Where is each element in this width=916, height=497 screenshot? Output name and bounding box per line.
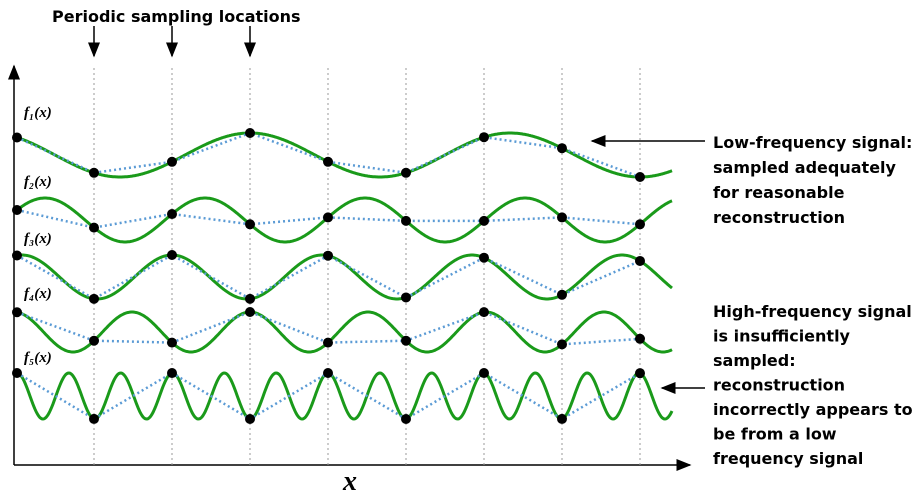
annotation: incorrectly appears to	[713, 400, 913, 419]
signal-label: f₄(x)	[24, 286, 52, 302]
signal-curve	[16, 196, 673, 244]
sample-point	[89, 413, 99, 424]
annotation: frequency signal	[713, 449, 863, 468]
sample-point	[323, 156, 333, 167]
sample-point	[323, 337, 333, 348]
annotation: Low-frequency signal:	[713, 133, 912, 152]
sample-point	[635, 219, 645, 230]
sample-point	[245, 128, 255, 138]
sample-point	[89, 293, 99, 304]
sample-point	[12, 132, 22, 143]
annotation: reconstruction	[713, 208, 845, 227]
sample-point	[245, 219, 255, 230]
sample-point	[167, 209, 177, 220]
sample-point	[401, 167, 411, 178]
sample-point	[557, 143, 567, 154]
signal-label: f₂(x)	[24, 174, 52, 190]
annotation: for reasonable	[713, 183, 845, 202]
sample-point	[401, 335, 411, 346]
sample-point	[479, 368, 489, 379]
sample-point	[479, 252, 489, 263]
sample-point	[167, 156, 177, 167]
sample-point	[323, 212, 333, 223]
sample-point	[479, 132, 489, 143]
sample-point	[167, 368, 177, 379]
annotation: sampled:	[713, 351, 796, 370]
sample-point	[635, 255, 645, 266]
sample-point	[401, 292, 411, 303]
sample-point	[89, 222, 99, 233]
sample-point	[557, 413, 567, 424]
signal-label: f₅(x)	[24, 350, 52, 366]
sample-point	[557, 212, 567, 223]
sample-point	[245, 413, 255, 424]
annotation: is insufficiently	[713, 327, 851, 346]
reconstruction	[16, 310, 641, 346]
sample-point	[479, 215, 489, 226]
sample-point	[167, 250, 177, 260]
title: Periodic sampling locations	[52, 7, 301, 26]
sample-point	[89, 167, 99, 178]
annotation: be from a low	[713, 425, 837, 444]
x-axis-label: x	[342, 466, 357, 497]
annotation: reconstruction	[713, 376, 845, 395]
sample-point	[12, 250, 22, 261]
sample-point	[89, 335, 99, 346]
sample-point	[12, 205, 22, 216]
annotation: High-frequency signal	[713, 302, 912, 321]
sample-point	[635, 172, 645, 182]
sample-point	[12, 368, 22, 378]
signal-curve	[16, 253, 673, 301]
sample-point	[557, 339, 567, 350]
sample-point	[12, 307, 22, 318]
reconstruction	[16, 253, 641, 301]
sample-point	[323, 368, 333, 378]
signal-label: f₃(x)	[24, 231, 52, 247]
annotation: sampled adequately	[713, 158, 897, 177]
reconstruction	[16, 131, 641, 179]
sample-point	[401, 215, 411, 226]
sample-point	[323, 250, 333, 261]
sample-point	[635, 333, 645, 344]
sample-point	[167, 337, 177, 348]
signal-curve	[16, 310, 673, 354]
sample-point	[635, 368, 645, 379]
sample-point	[401, 413, 411, 424]
sample-point	[557, 289, 567, 300]
sample-point	[479, 307, 489, 318]
signal-label: f₁(x)	[24, 105, 52, 121]
sample-point	[245, 293, 255, 304]
sample-point	[245, 307, 255, 317]
